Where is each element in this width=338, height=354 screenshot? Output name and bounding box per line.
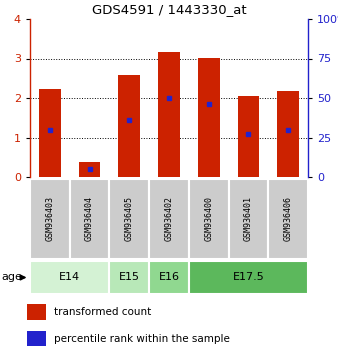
Text: GSM936402: GSM936402: [165, 196, 173, 241]
Bar: [30, 179, 70, 259]
Bar: [198, 58, 220, 177]
Bar: [238, 96, 259, 177]
Bar: [268, 179, 308, 259]
Bar: [277, 91, 299, 177]
Bar: [189, 179, 228, 259]
Text: percentile rank within the sample: percentile rank within the sample: [54, 333, 230, 344]
Text: E17.5: E17.5: [233, 273, 264, 282]
Bar: [118, 75, 140, 177]
Bar: [79, 162, 100, 177]
Text: GSM936406: GSM936406: [284, 196, 293, 241]
Text: E16: E16: [159, 273, 179, 282]
Bar: [149, 261, 189, 294]
Bar: [27, 304, 46, 320]
Text: GSM936400: GSM936400: [204, 196, 213, 241]
Text: age: age: [2, 273, 23, 282]
Text: GSM936404: GSM936404: [85, 196, 94, 241]
Title: GDS4591 / 1443330_at: GDS4591 / 1443330_at: [92, 4, 246, 16]
Text: E15: E15: [119, 273, 140, 282]
Bar: [158, 52, 180, 177]
Text: GSM936405: GSM936405: [125, 196, 134, 241]
Bar: [39, 89, 61, 177]
Bar: [110, 179, 149, 259]
Bar: [27, 331, 46, 347]
Bar: [189, 261, 308, 294]
Bar: [70, 179, 110, 259]
Text: GSM936401: GSM936401: [244, 196, 253, 241]
Text: GSM936403: GSM936403: [45, 196, 54, 241]
Bar: [228, 179, 268, 259]
Text: E14: E14: [59, 273, 80, 282]
Bar: [30, 261, 110, 294]
Bar: [110, 261, 149, 294]
Bar: [149, 179, 189, 259]
Text: transformed count: transformed count: [54, 307, 151, 317]
